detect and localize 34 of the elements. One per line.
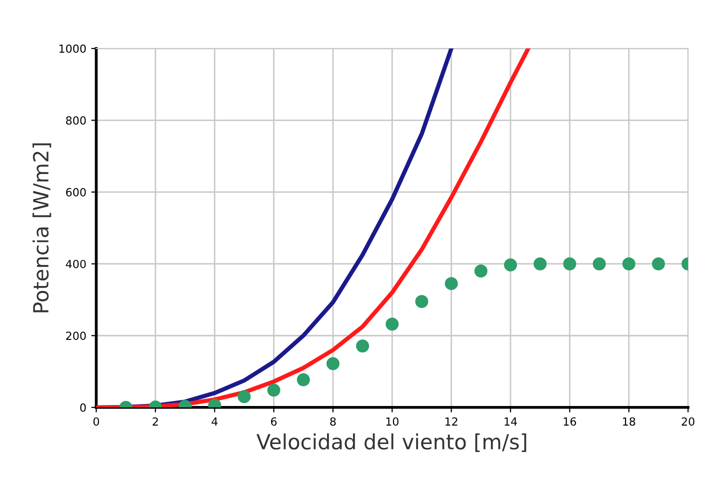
x-tick-label: 8 — [330, 417, 336, 426]
point — [444, 277, 458, 290]
y-tick-label: 600 — [66, 188, 86, 196]
x-tick-label: 12 — [445, 417, 458, 426]
x-tick-label: 10 — [386, 417, 398, 426]
point — [356, 340, 370, 353]
point — [622, 257, 636, 270]
point — [563, 257, 576, 270]
point — [474, 264, 488, 278]
x-tick-label: 16 — [564, 417, 576, 426]
x-tick-label: 2 — [152, 417, 158, 426]
y-tick-label: 200 — [66, 332, 86, 340]
x-tick-label: 20 — [682, 417, 694, 426]
x-tick-label: 4 — [212, 417, 218, 426]
point — [534, 257, 547, 270]
point — [386, 318, 399, 331]
point — [296, 373, 310, 386]
point — [326, 357, 340, 370]
point — [652, 257, 665, 270]
y-tick-label: 1000 — [59, 44, 86, 53]
point — [504, 258, 518, 272]
point — [592, 257, 606, 270]
y-tick-label: 800 — [66, 116, 86, 125]
y-axis-title: Potencia [W/m2] — [32, 143, 52, 312]
x-tick-label: 6 — [271, 417, 277, 426]
x-tick-label: 0 — [93, 417, 100, 426]
y-tick-label: 400 — [66, 260, 86, 268]
point — [238, 390, 251, 404]
x-axis-title: Velocidad del viento [m/s] — [256, 433, 526, 452]
point — [415, 295, 428, 308]
point — [267, 384, 280, 397]
x-tick-label: 18 — [623, 417, 636, 426]
x-tick-label: 14 — [504, 417, 517, 426]
y-tick-label: 0 — [80, 403, 86, 412]
